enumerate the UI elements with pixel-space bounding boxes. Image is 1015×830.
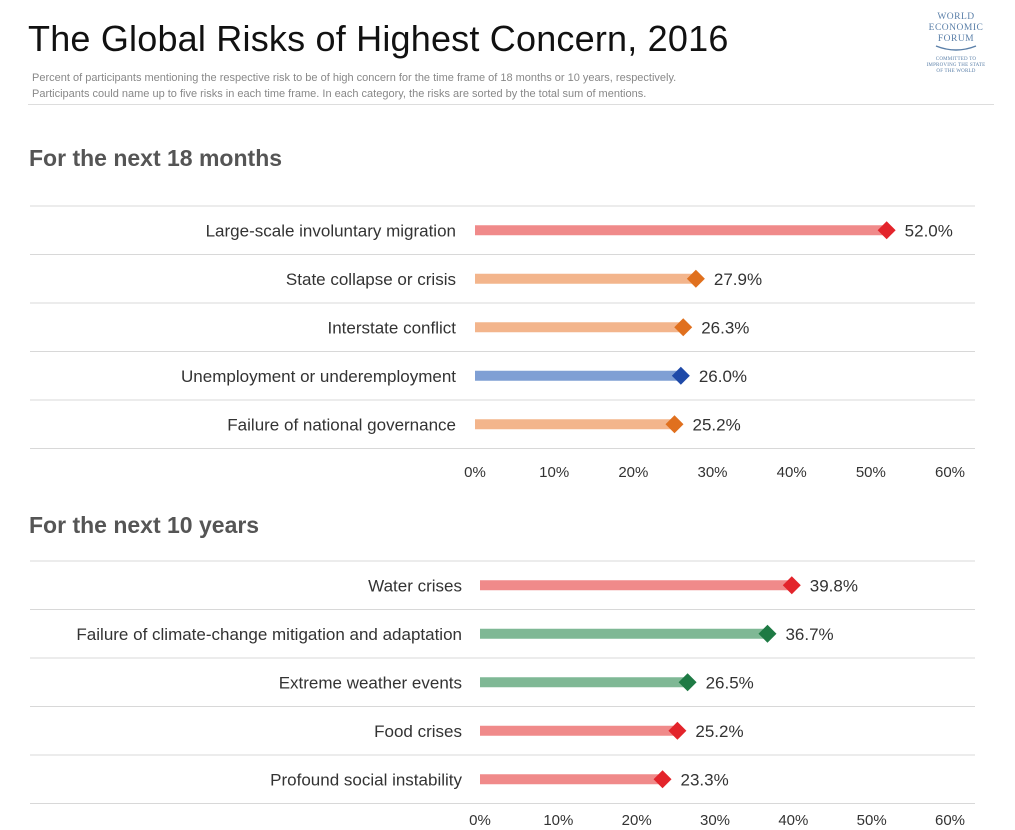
category-label: Large-scale involuntary migration [206,221,456,240]
bar [475,370,681,381]
x-tick-label: 60% [935,812,965,829]
subtitle-line-2: Participants could name up to five risks… [32,88,647,100]
value-marker [686,269,705,288]
value-marker [653,770,672,789]
section-title-10-years: For the next 10 years [29,512,260,538]
category-label: Water crises [368,576,462,595]
category-label: Unemployment or underemployment [181,367,456,386]
bar [480,725,678,736]
value-marker [782,576,801,595]
category-label: State collapse or crisis [286,270,456,289]
value-label: 27.9% [714,270,762,289]
x-tick-label: 60% [935,464,965,481]
bar [480,677,688,688]
value-marker [674,318,693,337]
bar [475,419,675,430]
value-label: 52.0% [905,221,953,240]
x-tick-label: 10% [539,464,569,481]
x-tick-label: 40% [777,464,807,481]
bar [480,774,663,785]
category-label: Failure of climate-change mitigation and… [76,625,462,644]
logo-arc-icon [935,45,977,51]
value-label: 26.0% [699,367,747,386]
x-tick-label: 10% [543,812,573,829]
chart-10-years: Water crises 39.8% Failure of climate-chan… [30,560,975,829]
logo-line-1: WORLD [937,12,975,22]
x-tick-label: 50% [856,464,886,481]
category-label: Extreme weather events [279,673,462,692]
value-label: 25.2% [695,722,743,741]
bar [480,580,792,591]
logo-line-3: FORUM [937,34,975,44]
value-label: 26.5% [706,673,754,692]
chart-title: The Global Risks of Highest Concern, 201… [28,18,729,59]
chart-18-months: Large-scale involuntary migration 52.0% St… [30,205,975,481]
section-title-18-months: For the next 18 months [29,145,283,171]
value-marker [671,366,690,385]
x-tick-label: 50% [857,812,887,829]
bar [480,628,768,639]
bar [475,322,684,333]
subtitle-line-1: Percent of participants mentioning the r… [32,72,677,84]
value-marker [758,624,777,643]
x-tick-label: 20% [622,812,652,829]
value-marker [678,673,697,692]
x-tick-label: 40% [778,812,808,829]
logo-line-2: ECONOMIC [928,23,984,33]
x-tick-label: 20% [618,464,648,481]
value-label: 36.7% [785,625,833,644]
x-tick-label: 30% [697,464,727,481]
header-divider [28,104,994,105]
category-label: Failure of national governance [227,415,456,434]
value-marker [665,415,684,434]
chart-subtitle: Percent of participants mentioning the r… [32,70,852,102]
category-label: Interstate conflict [327,318,456,337]
value-label: 26.3% [701,318,749,337]
x-tick-label: 0% [469,812,491,829]
value-marker [877,221,896,240]
category-label: Food crises [374,722,462,741]
bar [475,273,696,284]
wef-logo: WORLD ECONOMIC FORUM COMMITTED TO IMPROV… [923,12,989,75]
value-marker [668,721,687,740]
value-label: 25.2% [693,415,741,434]
bar [475,225,887,236]
logo-tagline: COMMITTED TO IMPROVING THE STATE OF THE … [926,57,986,74]
x-tick-label: 30% [700,812,730,829]
x-tick-label: 0% [464,464,486,481]
value-label: 39.8% [810,576,858,595]
value-label: 23.3% [681,770,729,789]
category-label: Profound social instability [270,770,462,789]
